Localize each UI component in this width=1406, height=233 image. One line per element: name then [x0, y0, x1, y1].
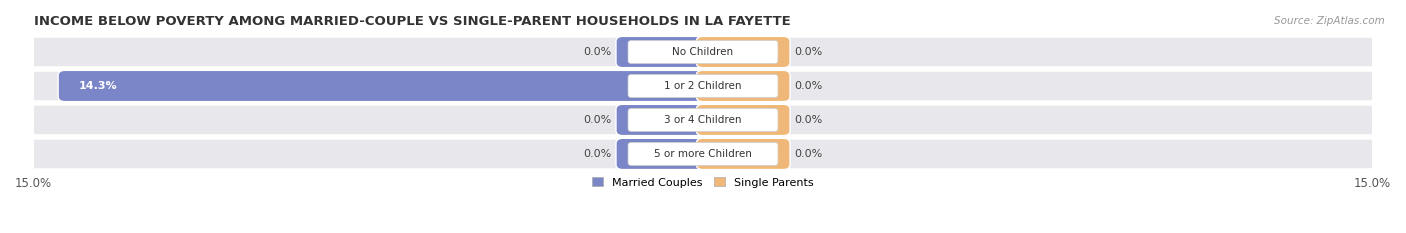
FancyBboxPatch shape	[27, 138, 1379, 170]
Text: 0.0%: 0.0%	[794, 115, 823, 125]
FancyBboxPatch shape	[696, 104, 790, 136]
Text: 14.3%: 14.3%	[79, 81, 117, 91]
Legend: Married Couples, Single Parents: Married Couples, Single Parents	[588, 173, 818, 192]
Text: 0.0%: 0.0%	[794, 47, 823, 57]
Text: 1 or 2 Children: 1 or 2 Children	[664, 81, 742, 91]
FancyBboxPatch shape	[27, 70, 1379, 102]
Text: 0.0%: 0.0%	[583, 149, 612, 159]
Text: 0.0%: 0.0%	[583, 115, 612, 125]
FancyBboxPatch shape	[696, 70, 790, 102]
FancyBboxPatch shape	[628, 142, 778, 165]
FancyBboxPatch shape	[628, 108, 778, 131]
Text: 0.0%: 0.0%	[794, 149, 823, 159]
FancyBboxPatch shape	[616, 104, 710, 136]
FancyBboxPatch shape	[628, 41, 778, 64]
FancyBboxPatch shape	[616, 36, 710, 68]
FancyBboxPatch shape	[696, 36, 790, 68]
FancyBboxPatch shape	[696, 138, 790, 170]
FancyBboxPatch shape	[58, 70, 710, 102]
FancyBboxPatch shape	[628, 74, 778, 98]
FancyBboxPatch shape	[27, 104, 1379, 136]
FancyBboxPatch shape	[616, 138, 710, 170]
Text: 5 or more Children: 5 or more Children	[654, 149, 752, 159]
Text: INCOME BELOW POVERTY AMONG MARRIED-COUPLE VS SINGLE-PARENT HOUSEHOLDS IN LA FAYE: INCOME BELOW POVERTY AMONG MARRIED-COUPL…	[34, 15, 790, 28]
Text: 0.0%: 0.0%	[794, 81, 823, 91]
FancyBboxPatch shape	[27, 36, 1379, 68]
Text: 0.0%: 0.0%	[583, 47, 612, 57]
Text: No Children: No Children	[672, 47, 734, 57]
Text: Source: ZipAtlas.com: Source: ZipAtlas.com	[1274, 16, 1385, 26]
Text: 3 or 4 Children: 3 or 4 Children	[664, 115, 742, 125]
